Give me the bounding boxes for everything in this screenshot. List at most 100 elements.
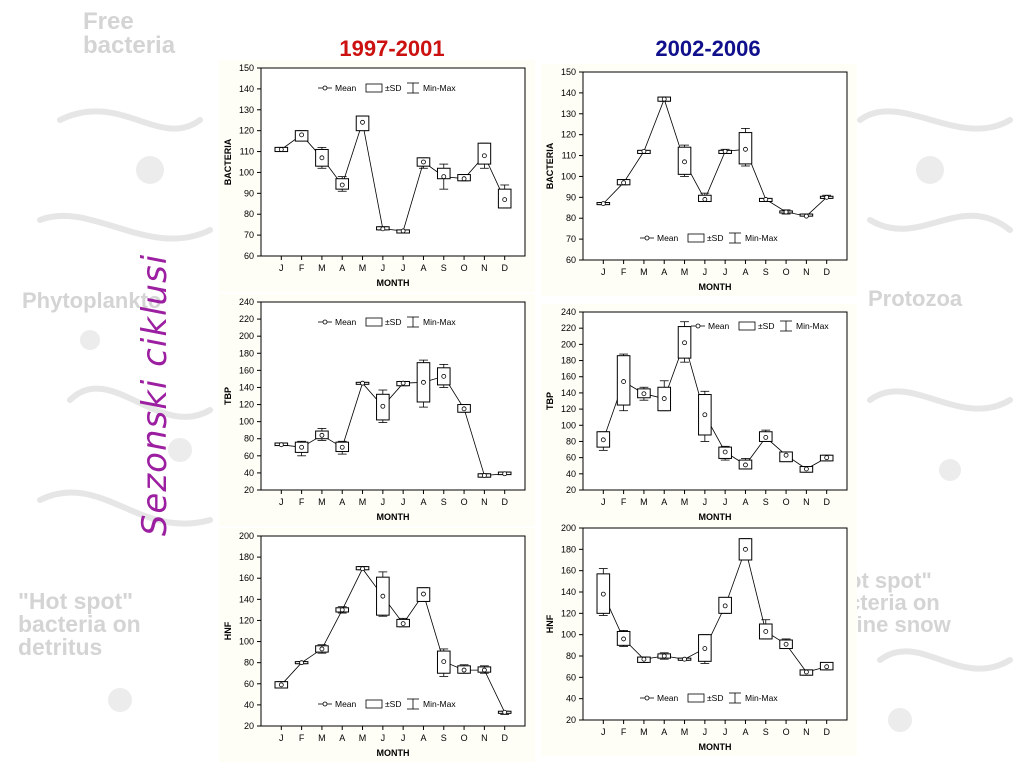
y-tick-label: 220 — [239, 314, 254, 324]
legend-minmax-label: Min-Max — [423, 317, 456, 327]
y-tick-label: 160 — [239, 573, 254, 583]
mean-point — [360, 119, 365, 125]
x-tick-label: F — [299, 263, 305, 273]
y-tick-label: 240 — [561, 307, 576, 317]
chart-legend: Mean ±SD Min-Max — [318, 82, 456, 94]
mean-point — [319, 155, 325, 161]
chart-panel-tbp-2002: 20 40 60 80 100 120 140 160 180 200 220 240 J F M A M J J A… — [541, 304, 857, 526]
month-box-F — [294, 440, 309, 457]
y-axis-label: HNF — [223, 621, 233, 640]
y-tick-label: 160 — [561, 566, 576, 576]
x-tick-label: J — [723, 267, 728, 277]
chart-svg-bacteria-1997: 60 70 80 90 100 110 120 130 140 150 J F M A M J J A S O N D MO… — [223, 63, 526, 288]
month-box-D — [497, 471, 512, 477]
legend-mean-marker — [695, 323, 701, 329]
x-tick-label: O — [783, 497, 790, 507]
period-heading-right: 2002-2006 — [655, 36, 761, 61]
mean-point — [783, 209, 789, 215]
mean-point — [502, 471, 508, 477]
x-axis-label: MONTH — [699, 512, 732, 522]
x-tick-label: M — [681, 727, 689, 737]
x-tick-label: J — [601, 727, 606, 737]
y-axis-label: HNF — [545, 614, 555, 633]
mean-point — [682, 656, 687, 662]
legend-sd-swatch — [365, 699, 383, 709]
mean-point — [461, 176, 467, 182]
plot-area — [260, 535, 526, 727]
y-tick-label: 20 — [244, 721, 254, 731]
y-tick-label: 180 — [239, 552, 254, 562]
mean-point — [339, 607, 345, 613]
legend-sd-label: ±SD — [385, 699, 401, 709]
month-box-O — [779, 638, 793, 650]
mean-point — [641, 391, 647, 397]
x-tick-label: J — [703, 727, 708, 737]
y-tick-label: 70 — [244, 230, 254, 240]
x-axis-label: MONTH — [699, 742, 732, 752]
y-tick-label: 60 — [244, 451, 254, 461]
y-axis-label: BACTERIA — [223, 138, 233, 185]
mean-point — [380, 403, 386, 409]
mean-point — [661, 96, 667, 102]
month-box-N — [477, 473, 492, 478]
x-tick-label: D — [501, 497, 508, 507]
month-box-J — [274, 442, 289, 448]
legend-sd-swatch — [687, 693, 705, 703]
month-box-J — [274, 681, 289, 689]
x-tick-label: M — [681, 497, 689, 507]
mean-point — [380, 226, 386, 232]
month-box-J — [596, 431, 611, 451]
legend-mean-label: Mean — [708, 321, 730, 331]
y-axis-label: TBP — [545, 392, 555, 410]
y-tick-label: 120 — [239, 400, 254, 410]
month-box-S — [758, 619, 773, 640]
chart-svg-hnf-2002: 20 40 60 80 100 120 140 160 180 200 J F M A M J J A S O N D MO… — [545, 523, 848, 752]
y-tick-label: 90 — [566, 192, 576, 202]
mean-point — [421, 379, 426, 385]
y-tick-label: 40 — [244, 468, 254, 478]
y-tick-label: 160 — [239, 365, 254, 375]
x-tick-label: O — [461, 263, 468, 273]
x-tick-label: N — [803, 267, 810, 277]
month-box-A — [335, 176, 350, 192]
x-tick-label: J — [401, 733, 406, 743]
x-tick-label: O — [461, 497, 468, 507]
legend-mean-marker — [644, 235, 650, 241]
x-tick-label: S — [441, 733, 447, 743]
chart-svg-bacteria-2002: 60 70 80 90 100 110 120 130 140 150 J F M A M J J A S O N D MO… — [545, 67, 848, 292]
x-tick-label: N — [481, 497, 488, 507]
x-tick-label: D — [501, 733, 508, 743]
mean-point — [621, 379, 627, 384]
month-box-A — [738, 128, 753, 167]
x-tick-label: F — [299, 497, 305, 507]
y-tick-label: 100 — [561, 420, 576, 430]
x-tick-label: D — [823, 727, 830, 737]
mean-point — [763, 197, 769, 202]
y-tick-label: 200 — [561, 339, 576, 349]
month-box-J — [376, 226, 390, 232]
x-tick-label: F — [299, 733, 305, 743]
month-box-A — [657, 380, 672, 412]
background-label-hot-spot-detritus: "Hot spot" bacteria on detritus — [18, 588, 141, 660]
month-box-A — [738, 458, 753, 470]
month-box-O — [457, 664, 471, 674]
x-tick-label: A — [742, 727, 748, 737]
x-tick-label: M — [359, 263, 367, 273]
y-tick-label: 40 — [244, 700, 254, 710]
month-box-J — [698, 192, 712, 203]
legend-mean-marker — [322, 701, 328, 707]
plot-area — [260, 301, 526, 491]
x-tick-label: J — [703, 267, 708, 277]
month-box-J — [596, 568, 611, 616]
month-box-N — [477, 665, 492, 674]
legend-sd-label: ±SD — [385, 83, 401, 93]
y-tick-label: 120 — [561, 130, 576, 140]
x-tick-label: J — [381, 733, 386, 743]
y-tick-label: 20 — [566, 485, 576, 495]
mean-point — [803, 466, 809, 472]
y-tick-label: 120 — [239, 126, 254, 136]
chart-panel-bacteria-1997: 60 70 80 90 100 110 120 130 140 150 J F M A M J J A S O N D MO… — [219, 60, 535, 292]
background-label-hot-spot-marine-snow: ot spot" cteria on rine snow — [848, 568, 951, 637]
x-tick-label: J — [401, 497, 406, 507]
